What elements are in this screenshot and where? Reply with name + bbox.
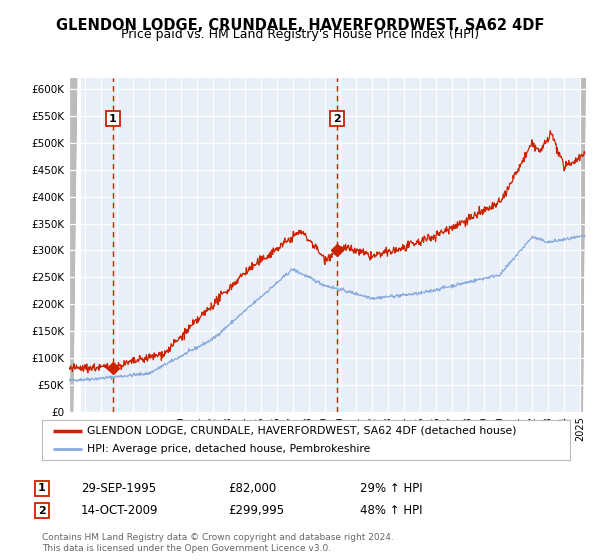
Text: 2: 2 xyxy=(38,506,46,516)
Text: HPI: Average price, detached house, Pembrokeshire: HPI: Average price, detached house, Pemb… xyxy=(87,445,370,454)
Text: 2: 2 xyxy=(333,114,341,124)
Text: 1: 1 xyxy=(38,483,46,493)
Text: GLENDON LODGE, CRUNDALE, HAVERFORDWEST, SA62 4DF (detached house): GLENDON LODGE, CRUNDALE, HAVERFORDWEST, … xyxy=(87,426,517,436)
Text: 29-SEP-1995: 29-SEP-1995 xyxy=(81,482,156,495)
Text: 29% ↑ HPI: 29% ↑ HPI xyxy=(360,482,422,495)
Text: £299,995: £299,995 xyxy=(228,504,284,517)
Text: 48% ↑ HPI: 48% ↑ HPI xyxy=(360,504,422,517)
Text: Price paid vs. HM Land Registry's House Price Index (HPI): Price paid vs. HM Land Registry's House … xyxy=(121,28,479,41)
Bar xyxy=(69,78,80,412)
Text: 14-OCT-2009: 14-OCT-2009 xyxy=(81,504,158,517)
Text: £82,000: £82,000 xyxy=(228,482,276,495)
Bar xyxy=(580,78,588,412)
Text: 1: 1 xyxy=(109,114,117,124)
Text: Contains HM Land Registry data © Crown copyright and database right 2024.
This d: Contains HM Land Registry data © Crown c… xyxy=(42,533,394,553)
Text: GLENDON LODGE, CRUNDALE, HAVERFORDWEST, SA62 4DF: GLENDON LODGE, CRUNDALE, HAVERFORDWEST, … xyxy=(56,18,544,33)
